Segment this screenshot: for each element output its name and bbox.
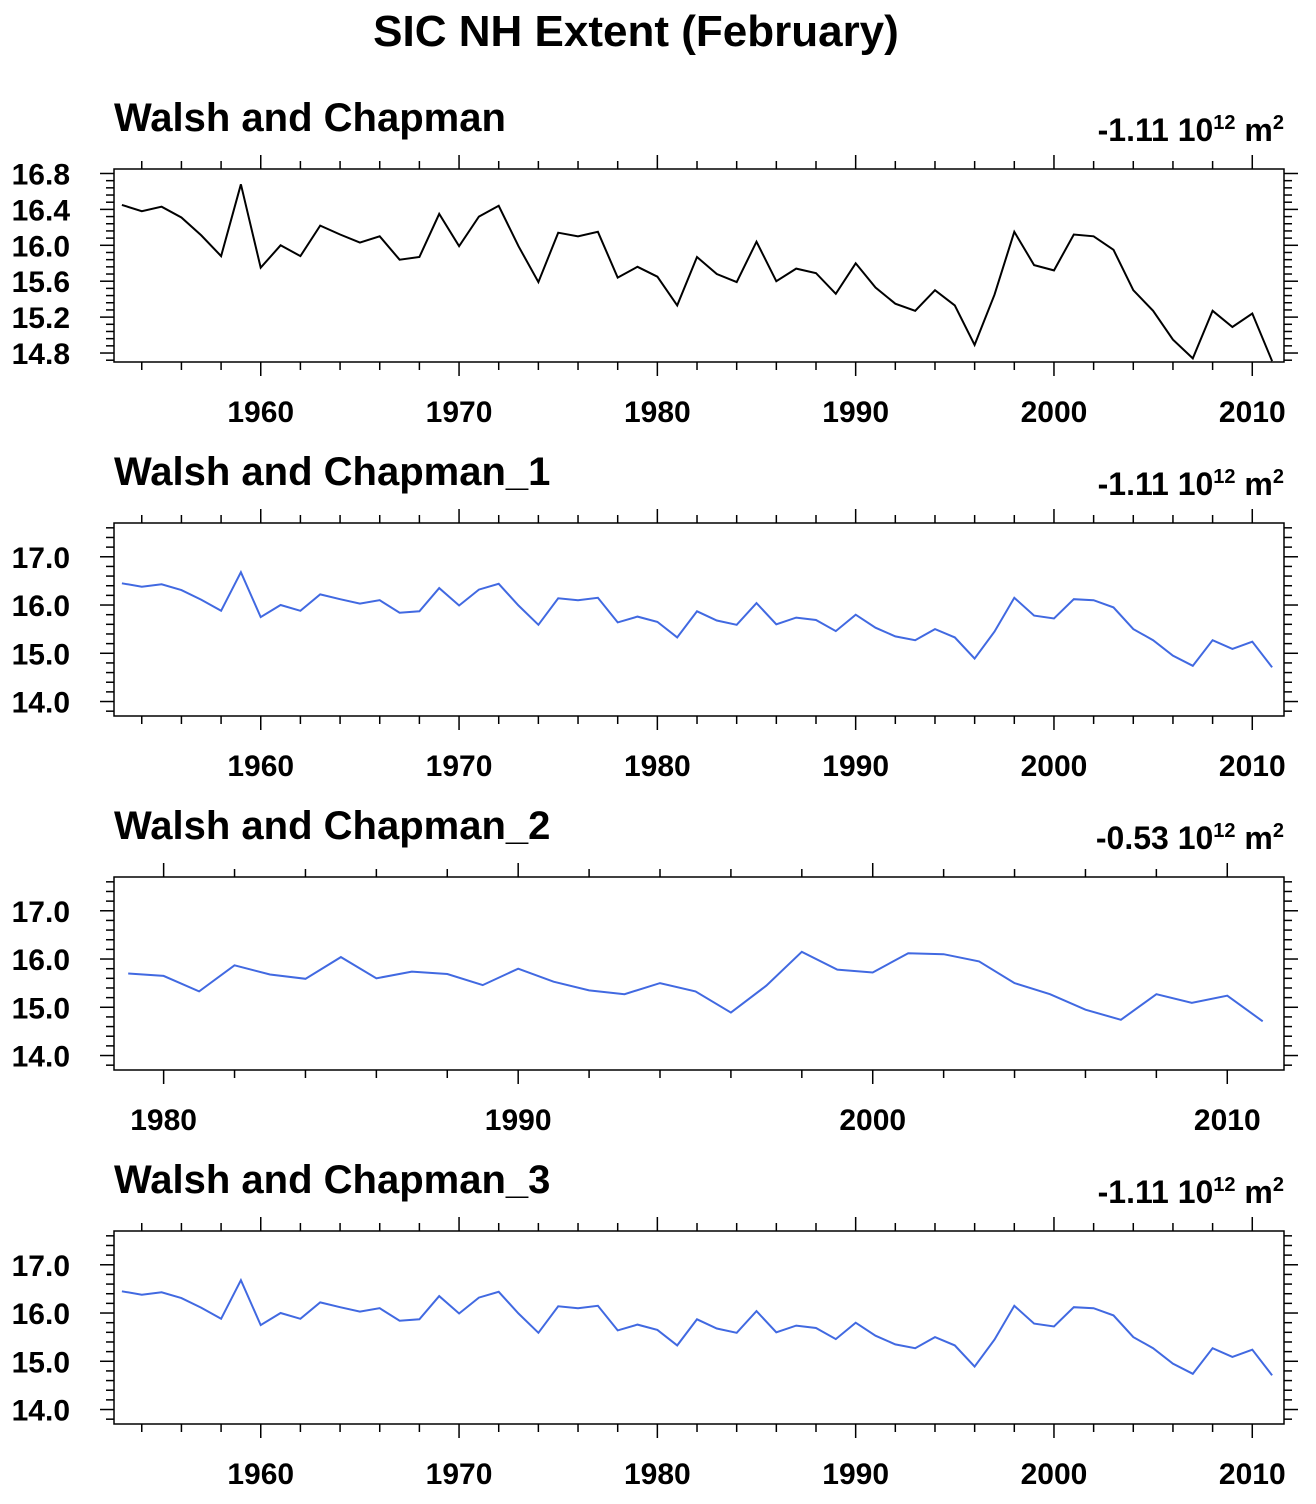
y-tick-label: 16.0	[12, 590, 70, 623]
panel-2: Walsh and Chapman_1 -1.11 1012 m2 1960 1970…	[12, 450, 1298, 783]
trend-unit: m	[1236, 1174, 1273, 1210]
trend-value: -1.11 10	[1098, 112, 1214, 148]
x-tick-label: 2010	[1194, 1104, 1261, 1137]
plot-frame	[113, 522, 1285, 717]
x-tick-label: 1990	[822, 1458, 889, 1491]
y-tick-label: 14.0	[12, 1395, 70, 1428]
trend-annotation: -1.11 1012 m2	[1098, 466, 1284, 502]
y-tick-label: 15.6	[12, 266, 70, 299]
x-tick-label: 1980	[130, 1104, 197, 1137]
plot-frame	[113, 876, 1285, 1071]
x-tick-label: 1990	[822, 396, 889, 429]
y-tick-label: 14.8	[12, 338, 70, 371]
x-tick-label: 1980	[624, 1458, 691, 1491]
panel-title: Walsh and Chapman_1	[114, 450, 550, 494]
x-tick-label: 2000	[1021, 1458, 1088, 1491]
panel-3: Walsh and Chapman_2 -0.53 1012 m2 1980 1990…	[12, 804, 1298, 1137]
series-line	[121, 184, 1274, 362]
x-tick-label: 2010	[1219, 750, 1286, 783]
trend-unit-exponent: 2	[1273, 820, 1284, 842]
trend-unit: m	[1236, 466, 1273, 502]
x-tick-label: 1970	[426, 1458, 493, 1491]
x-tick-label: 1980	[624, 396, 691, 429]
x-tick-label: 1960	[227, 1458, 294, 1491]
trend-exponent: 12	[1213, 1174, 1235, 1196]
y-tick-label: 16.4	[12, 194, 71, 227]
x-tick-label: 1960	[227, 750, 294, 783]
y-tick-label: 15.0	[12, 1346, 70, 1379]
y-tick-label: 17.0	[12, 896, 70, 929]
y-tick-label: 15.0	[12, 638, 70, 671]
trend-exponent: 12	[1213, 820, 1235, 842]
x-tick-label: 2000	[839, 1104, 906, 1137]
y-tick-label: 14.0	[12, 687, 70, 720]
series-line	[121, 569, 1273, 668]
trend-annotation: -1.11 1012 m2	[1098, 112, 1284, 148]
y-tick-label: 16.0	[12, 944, 70, 977]
trend-unit-exponent: 2	[1273, 112, 1284, 134]
plot-frame	[113, 1230, 1285, 1425]
y-tick-label: 14.0	[12, 1041, 70, 1074]
trend-value: -1.11 10	[1098, 466, 1214, 502]
x-tick-label: 2000	[1021, 396, 1088, 429]
trend-annotation: -1.11 1012 m2	[1098, 1174, 1284, 1210]
trend-unit: m	[1236, 112, 1273, 148]
y-tick-label: 17.0	[12, 542, 70, 575]
plot-frame	[113, 168, 1285, 363]
trend-annotation: -0.53 1012 m2	[1096, 820, 1284, 856]
panel-title: Walsh and Chapman	[114, 96, 506, 140]
trend-unit-exponent: 2	[1273, 1174, 1284, 1196]
y-tick-label: 17.0	[12, 1250, 70, 1283]
x-tick-label: 1970	[426, 750, 493, 783]
panel-1: Walsh and Chapman -1.11 1012 m2 1960 1970 19…	[12, 96, 1298, 429]
x-tick-label: 1960	[227, 396, 294, 429]
figure-title: SIC NH Extent (February)	[373, 7, 899, 56]
series-line	[121, 1277, 1273, 1376]
panel-title: Walsh and Chapman_2	[114, 804, 550, 848]
trend-value: -0.53 10	[1096, 820, 1213, 856]
x-tick-label: 2010	[1219, 1458, 1286, 1491]
y-tick-label: 16.8	[12, 158, 70, 191]
y-tick-label: 15.0	[12, 992, 70, 1025]
trend-unit: m	[1236, 820, 1273, 856]
y-tick-label: 15.2	[12, 302, 70, 335]
trend-exponent: 12	[1213, 112, 1235, 134]
trend-value: -1.11 10	[1098, 1174, 1214, 1210]
x-tick-label: 1970	[426, 396, 493, 429]
panel-title: Walsh and Chapman_3	[114, 1158, 550, 1202]
panel-4: Walsh and Chapman_3 -1.11 1012 m2 1960 1970…	[12, 1158, 1298, 1491]
x-tick-label: 1990	[822, 750, 889, 783]
x-tick-label: 2000	[1021, 750, 1088, 783]
x-tick-label: 2010	[1219, 396, 1286, 429]
y-tick-label: 16.0	[12, 230, 70, 263]
series-line	[128, 950, 1264, 1023]
trend-exponent: 12	[1213, 466, 1235, 488]
x-tick-label: 1990	[485, 1104, 552, 1137]
trend-unit-exponent: 2	[1273, 466, 1284, 488]
y-tick-label: 16.0	[12, 1298, 70, 1331]
x-tick-label: 1980	[624, 750, 691, 783]
